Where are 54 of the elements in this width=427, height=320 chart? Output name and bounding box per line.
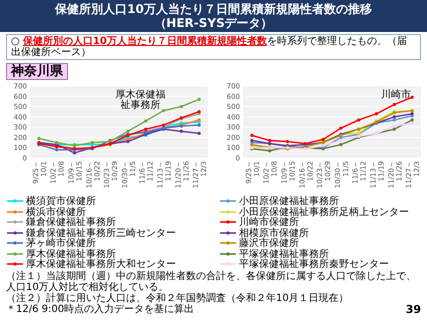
point	[37, 136, 40, 140]
legend-label: 横須賀市保健所	[26, 196, 96, 207]
point	[162, 109, 166, 112]
legend-label: 茅ヶ崎市保健所	[26, 238, 96, 249]
point	[374, 112, 378, 116]
point	[392, 124, 396, 128]
point	[198, 123, 201, 127]
point	[410, 118, 414, 122]
text: 39	[406, 302, 421, 316]
point	[286, 140, 290, 144]
point	[392, 118, 396, 122]
point	[392, 115, 396, 118]
legend-label: 鎌倉保健福祉事務所	[26, 217, 116, 228]
legend-label: 横浜市保健所	[26, 206, 86, 218]
text: ＊12/6 9:00時点の入力データを基に算出	[6, 304, 194, 314]
point	[410, 121, 414, 125]
legend-label: 藤沢市保健所	[239, 238, 299, 249]
legend-label: 平塚保健福祉事務所	[239, 248, 329, 260]
point	[268, 149, 272, 152]
point	[198, 132, 201, 135]
point	[392, 128, 396, 131]
point	[392, 102, 396, 106]
point	[72, 151, 76, 154]
point	[162, 123, 166, 127]
legend-label: 厚木保健福祉事務所	[26, 248, 116, 260]
text: 神奈川県	[6, 63, 68, 80]
point	[144, 119, 148, 123]
point	[268, 138, 272, 142]
point	[339, 126, 342, 130]
text: （注１）当該期間（週）中の新規陽性者数の合計を、各保健所に属する人口で除した上で、人口10万人対比で相対化している。	[6, 270, 417, 292]
chart-title: 保健所別人口10万人当たり７日間累積新規陽性者数の推移	[54, 2, 373, 16]
point	[126, 130, 130, 133]
point	[180, 104, 183, 108]
point	[55, 140, 58, 144]
legend-label: 小田原保健福祉事務所足柄上センター	[239, 206, 409, 218]
text: ○ 保健所別の人口10万人当たり７日間累積新規陽性者数を時系列で整理したもの。（届出保健所ベース）	[11, 36, 407, 58]
legend-label: 厚木保健福祉事務所大和センター	[26, 259, 176, 270]
legend-label: 相模原市保健所	[239, 228, 309, 238]
point	[55, 148, 58, 152]
legend-label: 小田原保健福祉事務所	[239, 196, 339, 207]
legend-label: 川崎市保健所	[239, 217, 299, 228]
chart-subtitle: （HER-SYSデータ）	[153, 16, 274, 30]
annotation: 厚木保健福祉事務所	[115, 88, 166, 111]
point	[250, 134, 254, 137]
point	[180, 130, 183, 133]
point	[90, 140, 94, 144]
legend-label: 平塚保健福祉事務所秦野センター	[239, 259, 389, 270]
legend-label: 鎌倉保健福祉事務所三崎センター	[26, 228, 176, 238]
point	[339, 138, 342, 142]
point	[198, 98, 201, 101]
point	[357, 118, 360, 122]
text: （注２）計算に用いた人口は、令和２年国勢調査（令和２年10月１日現在）	[6, 292, 350, 304]
point	[339, 143, 342, 146]
annotation: 川崎市	[381, 88, 412, 100]
